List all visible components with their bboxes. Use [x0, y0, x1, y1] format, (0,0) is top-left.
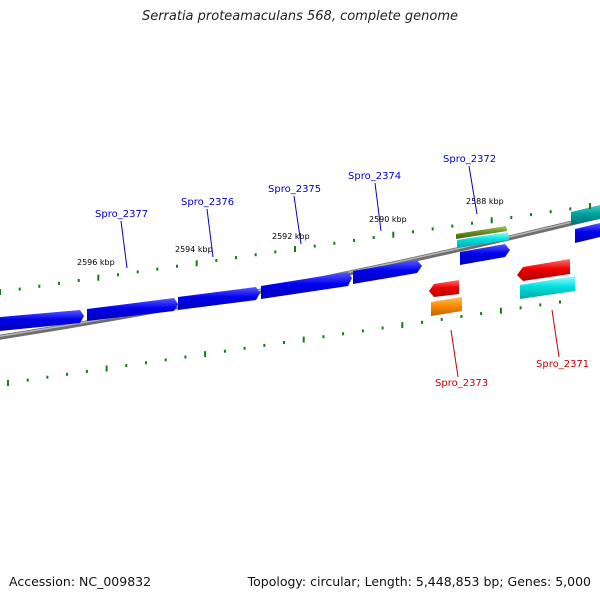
minor-tick — [46, 375, 49, 379]
minor-tick — [440, 317, 443, 321]
major-tick — [392, 231, 395, 238]
feature-cyan-reverse[interactable] — [520, 276, 575, 299]
accession-text: Accession: NC_009832 — [9, 574, 152, 589]
minor-tick — [184, 355, 187, 359]
minor-tick — [569, 207, 572, 211]
major-tick — [589, 203, 591, 209]
minor-tick — [381, 326, 384, 330]
major-tick — [7, 380, 9, 386]
minor-tick — [18, 287, 21, 291]
minor-tick — [480, 312, 483, 316]
minor-tick — [421, 320, 423, 324]
minor-tick — [431, 227, 434, 231]
minor-tick — [539, 303, 542, 307]
major-tick — [204, 351, 207, 358]
label-leader — [551, 309, 560, 358]
label-leader — [293, 195, 302, 245]
minor-tick — [322, 335, 325, 339]
scale-label: 2588 kbp — [466, 197, 504, 206]
label-leader — [450, 329, 459, 378]
gene-forward[interactable] — [178, 287, 260, 310]
minor-tick — [176, 264, 178, 268]
major-tick — [294, 246, 296, 252]
minor-tick — [313, 244, 316, 248]
scale-label: 2594 kbp — [175, 245, 213, 254]
gene-forward[interactable] — [575, 223, 600, 243]
gene-forward[interactable] — [261, 272, 352, 299]
genome-title: Serratia proteamaculans 568, complete ge… — [141, 9, 459, 24]
gene-label-spro-2376[interactable]: Spro_2376 — [181, 197, 234, 208]
major-tick — [401, 322, 404, 329]
minor-tick — [117, 273, 119, 277]
minor-tick — [471, 221, 473, 225]
minor-tick — [519, 306, 522, 310]
gene-forward[interactable] — [0, 310, 84, 331]
minor-tick — [164, 358, 167, 362]
minor-tick — [254, 253, 257, 257]
minor-tick — [412, 230, 414, 234]
scale-label: 2596 kbp — [77, 258, 115, 267]
minor-tick — [333, 241, 336, 245]
minor-tick — [77, 279, 80, 282]
minor-tick — [38, 284, 41, 288]
minor-tick — [243, 346, 246, 350]
minor-tick — [85, 369, 88, 373]
minor-tick — [66, 372, 69, 376]
minor-tick — [460, 315, 463, 318]
minor-tick — [559, 300, 561, 304]
gene-label-spro-2372[interactable]: Spro_2372 — [443, 154, 496, 165]
label-leader — [468, 165, 478, 215]
label-leader — [206, 208, 214, 258]
minor-tick — [235, 256, 237, 260]
minor-tick — [274, 250, 277, 254]
label-leader — [120, 220, 128, 269]
minor-tick — [549, 210, 552, 214]
minor-tick — [215, 259, 218, 262]
minor-tick — [361, 329, 364, 333]
minor-tick — [263, 343, 266, 347]
feature-olive[interactable] — [456, 226, 507, 239]
gene-rna[interactable] — [431, 297, 462, 316]
feature-cyan[interactable] — [457, 232, 509, 248]
minor-tick — [125, 364, 128, 368]
gene-label-spro-2371[interactable]: Spro_2371 — [536, 359, 589, 370]
gene-forward[interactable] — [460, 244, 510, 265]
minor-tick — [530, 213, 532, 217]
scale-ticks — [0, 203, 591, 386]
major-tick — [0, 289, 1, 295]
minor-tick — [26, 378, 29, 382]
label-leader — [374, 182, 382, 232]
major-tick — [105, 365, 108, 372]
major-tick — [97, 274, 100, 281]
minor-tick — [510, 216, 513, 219]
gene-forward[interactable] — [353, 260, 422, 284]
gene-forward[interactable] — [87, 298, 178, 321]
feature-teal[interactable] — [571, 205, 600, 225]
gene-label-spro-2373[interactable]: Spro_2373 — [435, 378, 488, 389]
minor-tick — [451, 224, 454, 228]
major-tick — [499, 307, 502, 314]
gene-reverse[interactable] — [517, 259, 570, 281]
minor-tick — [353, 238, 355, 242]
minor-tick — [156, 267, 159, 271]
minor-tick — [58, 281, 60, 285]
gene-label-spro-2377[interactable]: Spro_2377 — [95, 209, 148, 220]
scale-label: 2592 kbp — [272, 232, 310, 241]
minor-tick — [283, 341, 285, 344]
major-tick — [302, 336, 305, 343]
gene-label-spro-2374[interactable]: Spro_2374 — [348, 171, 401, 182]
minor-tick — [145, 361, 147, 365]
minor-tick — [372, 236, 375, 239]
gene-reverse[interactable] — [429, 280, 459, 297]
major-tick — [490, 217, 493, 224]
scale-label: 2590 kbp — [369, 215, 407, 224]
major-tick — [195, 260, 198, 267]
minor-tick — [342, 332, 345, 336]
minor-tick — [223, 349, 226, 353]
minor-tick — [136, 270, 139, 274]
gene-label-spro-2375[interactable]: Spro_2375 — [268, 184, 321, 195]
genome-summary-text: Topology: circular; Length: 5,448,853 bp… — [247, 574, 591, 589]
